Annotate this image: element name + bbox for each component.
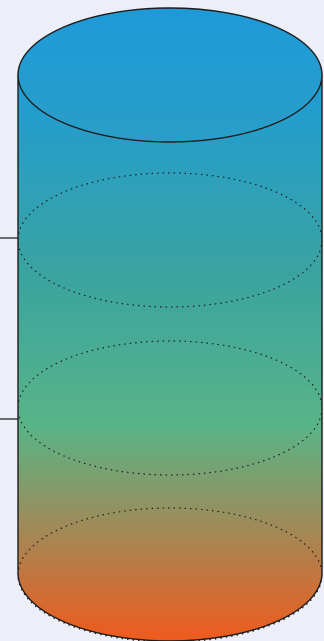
cylinder-body xyxy=(17,74,323,641)
dotted-section-3 xyxy=(17,507,323,641)
cylinder-top-cap xyxy=(17,7,323,143)
dotted-section-1 xyxy=(17,172,323,308)
dotted-section-2 xyxy=(17,340,323,476)
